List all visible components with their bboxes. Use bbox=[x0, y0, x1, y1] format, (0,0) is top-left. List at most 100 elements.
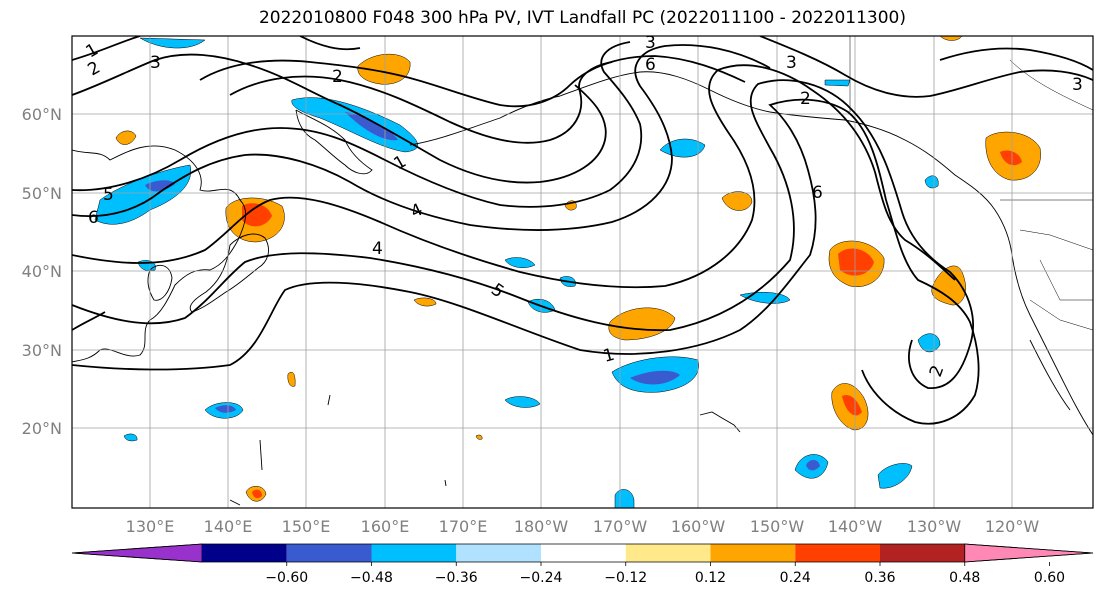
pos-anomaly-patch bbox=[838, 248, 874, 276]
coastline-baja bbox=[1029, 339, 1071, 411]
pv-contour bbox=[72, 98, 980, 425]
neg-anomaly-patch bbox=[806, 459, 820, 471]
lat-label: 30°N bbox=[22, 341, 62, 360]
pv-contours bbox=[72, 36, 1093, 425]
neg-anomaly-patch bbox=[145, 180, 175, 192]
colorbar-segment bbox=[371, 544, 457, 562]
contour-label: 5 bbox=[103, 185, 114, 205]
colorbar-segment bbox=[202, 544, 287, 562]
colorbar-outline bbox=[71, 543, 1094, 563]
colorbar-tick-label: 0.48 bbox=[949, 570, 980, 586]
pos-anomaly-patch bbox=[287, 371, 296, 387]
coastline-alaska bbox=[559, 71, 1093, 436]
neg-anomaly-patch bbox=[215, 405, 236, 413]
colorbar-tick-label: 0.12 bbox=[695, 570, 726, 586]
colorbar-segment bbox=[795, 544, 880, 562]
contour-label: 6 bbox=[812, 183, 823, 203]
contour-label: 6 bbox=[88, 208, 99, 228]
lon-label: 170°W bbox=[593, 517, 648, 536]
lon-label: 120°W bbox=[985, 517, 1040, 536]
map-area: 1 2 2 3 3 6 5 6 4 4 5 1 6 3 2 2 1 3 bbox=[72, 33, 1093, 508]
lon-label: 160°W bbox=[671, 517, 726, 536]
lon-label: 140°E bbox=[204, 517, 253, 536]
pv-contour bbox=[72, 44, 771, 231]
colorbar-segment bbox=[880, 544, 965, 562]
neg-anomaly-patch bbox=[504, 257, 536, 268]
pv-contour bbox=[72, 53, 607, 184]
lat-labels: 60°N 50°N 40°N 30°N 20°N bbox=[22, 105, 62, 438]
neg-anomaly-patch bbox=[123, 433, 138, 442]
gridlines bbox=[72, 36, 1093, 508]
coastline-korea bbox=[147, 264, 173, 301]
colorbar-segment bbox=[456, 544, 541, 562]
map-frame bbox=[71, 35, 1094, 509]
coastlines bbox=[72, 71, 1093, 506]
pv-contour bbox=[72, 64, 956, 289]
pv-contour bbox=[199, 55, 746, 108]
contour-label: 3 bbox=[150, 53, 161, 73]
neg-anomaly-patch bbox=[877, 463, 913, 489]
border-states bbox=[1009, 59, 1093, 331]
pos-anomaly-patch bbox=[608, 307, 676, 341]
lon-label: 180°W bbox=[514, 517, 569, 536]
pv-contour bbox=[72, 36, 361, 61]
colorbar: −0.60 −0.48 −0.36 −0.24 −0.12 0.12 0.24 0.36 0.4… bbox=[71, 543, 1094, 586]
colorbar-segment bbox=[710, 544, 796, 562]
lat-label: 20°N bbox=[22, 419, 62, 438]
pv-contour bbox=[72, 311, 106, 331]
pv-contour bbox=[72, 41, 643, 208]
coastline-kamchatka bbox=[295, 109, 373, 175]
neg-anomaly-patch bbox=[139, 37, 206, 49]
map-title: 2022010800 F048 300 hPa PV, IVT Landfall… bbox=[258, 8, 906, 28]
contour-label: 3 bbox=[1072, 75, 1083, 95]
lat-label: 50°N bbox=[22, 184, 62, 203]
pos-anomaly-patch bbox=[357, 54, 411, 85]
colorbar-segment bbox=[286, 544, 372, 562]
coastline-asia bbox=[72, 145, 247, 363]
contour-label: 2 bbox=[800, 89, 811, 109]
colorbar-tick-label: −0.12 bbox=[604, 570, 647, 586]
colorbar-tick-label: −0.60 bbox=[265, 570, 308, 586]
pos-anomaly-patch bbox=[1000, 150, 1022, 166]
lat-label: 40°N bbox=[22, 262, 62, 281]
coastline-japan bbox=[189, 233, 269, 313]
contour-label: 3 bbox=[786, 53, 797, 73]
lon-labels: 130°E 140°E 150°E 160°E 170°E 180°W 170°… bbox=[126, 517, 1040, 536]
borders bbox=[849, 36, 1093, 331]
pos-anomaly-patch bbox=[721, 191, 753, 211]
colorbar-tick-label: −0.36 bbox=[435, 570, 478, 586]
colorbar-segment bbox=[625, 544, 711, 562]
lon-label: 150°W bbox=[750, 517, 805, 536]
pos-anomaly-patch bbox=[115, 130, 137, 145]
contour-label: 2 bbox=[332, 67, 343, 87]
contour-label: 1 bbox=[601, 345, 617, 367]
coastline-pacific-islands bbox=[229, 394, 447, 506]
pos-anomaly-patch bbox=[931, 265, 966, 306]
lon-label: 140°W bbox=[828, 517, 883, 536]
coastline-islands bbox=[699, 411, 741, 433]
pos-anomaly-patch bbox=[475, 434, 483, 440]
pv-contour bbox=[72, 79, 974, 389]
lon-label: 170°E bbox=[439, 517, 488, 536]
pos-anomaly-patch bbox=[413, 297, 437, 307]
neg-anomaly-patch bbox=[917, 333, 941, 353]
neg-anomaly-patch bbox=[504, 396, 541, 408]
contour-label: 3 bbox=[645, 33, 656, 53]
contour-label: 6 bbox=[645, 55, 656, 75]
colorbar-tick-label: 0.24 bbox=[780, 570, 811, 586]
lon-label: 130°E bbox=[126, 517, 175, 536]
pv-contour bbox=[229, 61, 613, 144]
contour-label: 4 bbox=[372, 239, 383, 259]
lon-label: 150°E bbox=[282, 517, 331, 536]
pv-contour bbox=[939, 47, 1093, 71]
colorbar-tick-label: 0.36 bbox=[864, 570, 895, 586]
colorbar-tick-label: −0.48 bbox=[350, 570, 393, 586]
lat-label: 60°N bbox=[22, 105, 62, 124]
pos-anomaly-patch bbox=[252, 489, 262, 499]
neg-anomaly-patch bbox=[924, 175, 939, 189]
pos-anomaly-patch bbox=[242, 203, 272, 227]
colorbar-extend-low bbox=[71, 543, 203, 563]
lon-label: 160°E bbox=[361, 517, 410, 536]
lon-label: 130°W bbox=[907, 517, 962, 536]
